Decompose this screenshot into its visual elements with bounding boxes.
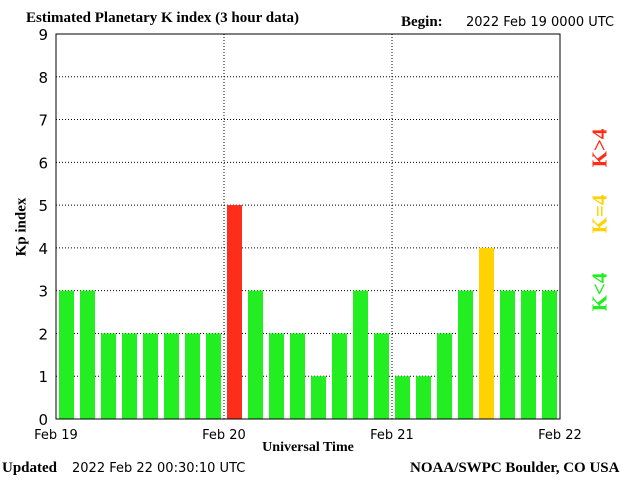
kp-bar bbox=[311, 376, 326, 419]
kp-bar bbox=[101, 333, 116, 419]
kp-bar bbox=[416, 376, 431, 419]
kp-bar bbox=[353, 290, 368, 419]
kp-bar bbox=[479, 247, 494, 419]
y-tick-label: 0 bbox=[38, 411, 48, 429]
y-tick-label: 7 bbox=[38, 112, 48, 130]
x-axis-label: Universal Time bbox=[262, 440, 354, 455]
x-tick-label: Feb 19 bbox=[34, 428, 78, 443]
kp-bar bbox=[374, 333, 389, 419]
kp-bar bbox=[395, 376, 410, 419]
x-tick-label: Feb 22 bbox=[538, 428, 582, 443]
y-tick-label: 3 bbox=[38, 283, 48, 301]
begin-value: 2022 Feb 19 0000 UTC bbox=[466, 15, 615, 30]
plot-frame bbox=[55, 33, 561, 420]
kp-bar bbox=[290, 333, 305, 419]
kp-bar bbox=[206, 333, 221, 419]
y-tick-label: 8 bbox=[38, 69, 48, 87]
kp-bar bbox=[248, 290, 263, 419]
y-tick-label: 4 bbox=[38, 240, 48, 258]
begin-label: Begin: bbox=[401, 14, 443, 30]
legend-k-greater-4: K>4 bbox=[587, 128, 612, 168]
kp-bar bbox=[269, 333, 284, 419]
y-tick-label: 1 bbox=[38, 368, 48, 386]
kp-bar bbox=[521, 290, 536, 419]
kp-bar bbox=[458, 290, 473, 419]
kp-bar bbox=[332, 333, 347, 419]
kp-bar bbox=[542, 290, 557, 419]
kp-bar bbox=[185, 333, 200, 419]
kp-bar bbox=[59, 290, 74, 419]
y-tick-label: 5 bbox=[38, 197, 48, 215]
kp-bar bbox=[500, 290, 515, 419]
legend-k-equal-4: K=4 bbox=[587, 194, 612, 234]
y-tick-label: 6 bbox=[38, 154, 48, 172]
tick-labels: 0 1 2 3 4 5 6 7 8 9 Feb 19 Feb 20 Feb 21 Feb 22 bbox=[34, 26, 582, 443]
chart-title: Estimated Planetary K index (3 hour data… bbox=[26, 10, 300, 26]
updated-value: 2022 Feb 22 00:30:10 UTC bbox=[72, 461, 246, 476]
y-axis-label: Kp index bbox=[13, 197, 30, 257]
kp-bar bbox=[227, 205, 242, 419]
legend-k-less-4: K<4 bbox=[587, 272, 612, 312]
y-tick-label: 2 bbox=[38, 325, 48, 343]
x-tick-label: Feb 20 bbox=[202, 428, 246, 443]
bars bbox=[59, 205, 557, 419]
kp-bar bbox=[143, 333, 158, 419]
kp-bar bbox=[164, 333, 179, 419]
kp-bar bbox=[437, 333, 452, 419]
x-tick-label: Feb 21 bbox=[370, 428, 414, 443]
y-tick-label: 9 bbox=[38, 26, 48, 44]
kp-bar bbox=[80, 290, 95, 419]
credit-text: NOAA/SWPC Boulder, CO USA bbox=[410, 460, 620, 476]
kp-bar bbox=[122, 333, 137, 419]
updated-label: Updated bbox=[2, 460, 58, 476]
